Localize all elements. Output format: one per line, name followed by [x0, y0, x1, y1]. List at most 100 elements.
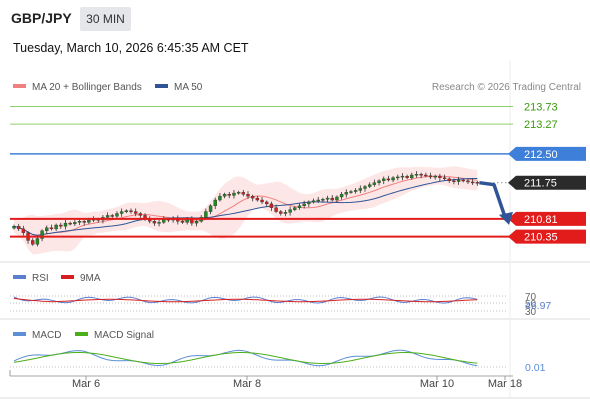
- level-label: 213.27: [524, 119, 558, 131]
- level-label: 210.35: [524, 232, 558, 244]
- ma20-line: [13, 175, 478, 236]
- candle-body: [386, 178, 391, 181]
- x-tick-label: Mar 18: [488, 378, 522, 390]
- candle-body: [59, 224, 63, 227]
- candle-body: [87, 219, 91, 223]
- candle-body: [456, 179, 461, 182]
- candle-body: [335, 196, 339, 201]
- candle-body: [367, 184, 372, 187]
- rsi-current-label: 46.97: [525, 300, 551, 312]
- level-label: 213.73: [524, 101, 558, 113]
- candle-body: [377, 180, 381, 183]
- candle-body: [246, 194, 250, 197]
- candle-body: [45, 227, 49, 232]
- candle-body: [311, 200, 316, 203]
- candle-body: [461, 179, 465, 182]
- candle-body: [414, 174, 419, 176]
- candle-body: [293, 207, 297, 210]
- candle-body: [470, 181, 475, 184]
- candle-body: [133, 211, 138, 214]
- candle-body: [222, 194, 227, 197]
- candle-body: [241, 192, 246, 195]
- candle-body: [31, 240, 35, 245]
- chart-datetime: Tuesday, March 10, 2026 6:45:35 AM CET: [13, 41, 249, 55]
- candle-body: [330, 197, 334, 201]
- candle-body: [419, 174, 423, 176]
- candle-body: [110, 215, 114, 217]
- candle-body: [382, 178, 386, 181]
- candle-body: [372, 182, 377, 185]
- candle-body: [255, 197, 260, 201]
- symbol-title: GBP/JPY: [11, 10, 72, 26]
- legend-label: MA 50: [174, 82, 203, 93]
- ma50-line: [13, 178, 478, 236]
- candle-body: [40, 230, 44, 239]
- candle-body: [250, 195, 255, 199]
- candle-body: [316, 199, 320, 202]
- candle-body: [288, 209, 292, 213]
- forecast-arrow: [479, 180, 507, 218]
- level-label: 211.75: [524, 178, 557, 190]
- candle-body: [227, 194, 231, 196]
- x-tick-label: Mar 10: [420, 378, 454, 390]
- candle-body: [260, 199, 264, 203]
- candle-body: [54, 224, 58, 230]
- candle-body: [391, 177, 395, 181]
- candle-body: [405, 175, 409, 178]
- candle-body: [452, 180, 456, 182]
- forecast-arrowhead: [499, 211, 513, 225]
- candle-body: [297, 205, 302, 208]
- candle-body: [438, 175, 442, 178]
- candle-body: [410, 174, 414, 178]
- legend-swatch: [13, 275, 26, 279]
- candle-body: [428, 175, 433, 178]
- candle-body: [77, 220, 82, 223]
- candle-body: [283, 212, 288, 214]
- candle-body: [152, 220, 157, 224]
- legend-label: MACD Signal: [94, 330, 154, 341]
- candle-body: [124, 210, 129, 213]
- bollinger-band: [14, 166, 478, 255]
- level-tag: [508, 146, 586, 161]
- macd-signal-line: [13, 352, 478, 365]
- legend-swatch: [13, 332, 26, 336]
- legend-swatch: [13, 84, 26, 88]
- candle-body: [213, 199, 217, 206]
- legend-label: MA 20 + Bollinger Bands: [32, 82, 142, 93]
- candle-body: [12, 226, 16, 229]
- candle-body: [307, 201, 311, 205]
- candle-body: [353, 190, 358, 192]
- legend-swatch: [61, 275, 74, 279]
- candle-body: [232, 192, 236, 196]
- candle-body: [442, 177, 447, 180]
- level-label: 212.50: [524, 149, 558, 161]
- candle-body: [35, 238, 40, 245]
- legend-swatch: [155, 84, 168, 88]
- candle-body: [21, 228, 26, 233]
- x-tick-label: Mar 8: [233, 378, 261, 390]
- candle-body: [68, 222, 72, 225]
- candle-body: [325, 197, 330, 200]
- candle-body: [349, 191, 353, 193]
- copyright-text: Research © 2026 Trading Central: [432, 82, 581, 93]
- candle-body: [157, 222, 161, 224]
- candle-body: [218, 195, 222, 201]
- timeframe-button[interactable]: 30 MIN: [80, 7, 131, 31]
- candle-body: [274, 207, 278, 212]
- macd-current-label: 0.01: [525, 362, 546, 374]
- rsi-level-label: 50: [525, 299, 537, 310]
- candle-body: [115, 213, 119, 217]
- candle-body: [396, 176, 400, 179]
- legend-swatch: [75, 332, 88, 336]
- level-tag: [508, 211, 586, 226]
- candle-body: [204, 211, 208, 218]
- legend-label: 9MA: [80, 273, 101, 284]
- level-tag: [508, 229, 586, 244]
- candle-body: [208, 205, 213, 212]
- candle-body: [424, 174, 428, 177]
- rsi-level-label: 70: [525, 292, 537, 303]
- x-tick-label: Mar 6: [72, 378, 100, 390]
- candle-body: [73, 222, 77, 225]
- legend-label: RSI: [32, 273, 49, 284]
